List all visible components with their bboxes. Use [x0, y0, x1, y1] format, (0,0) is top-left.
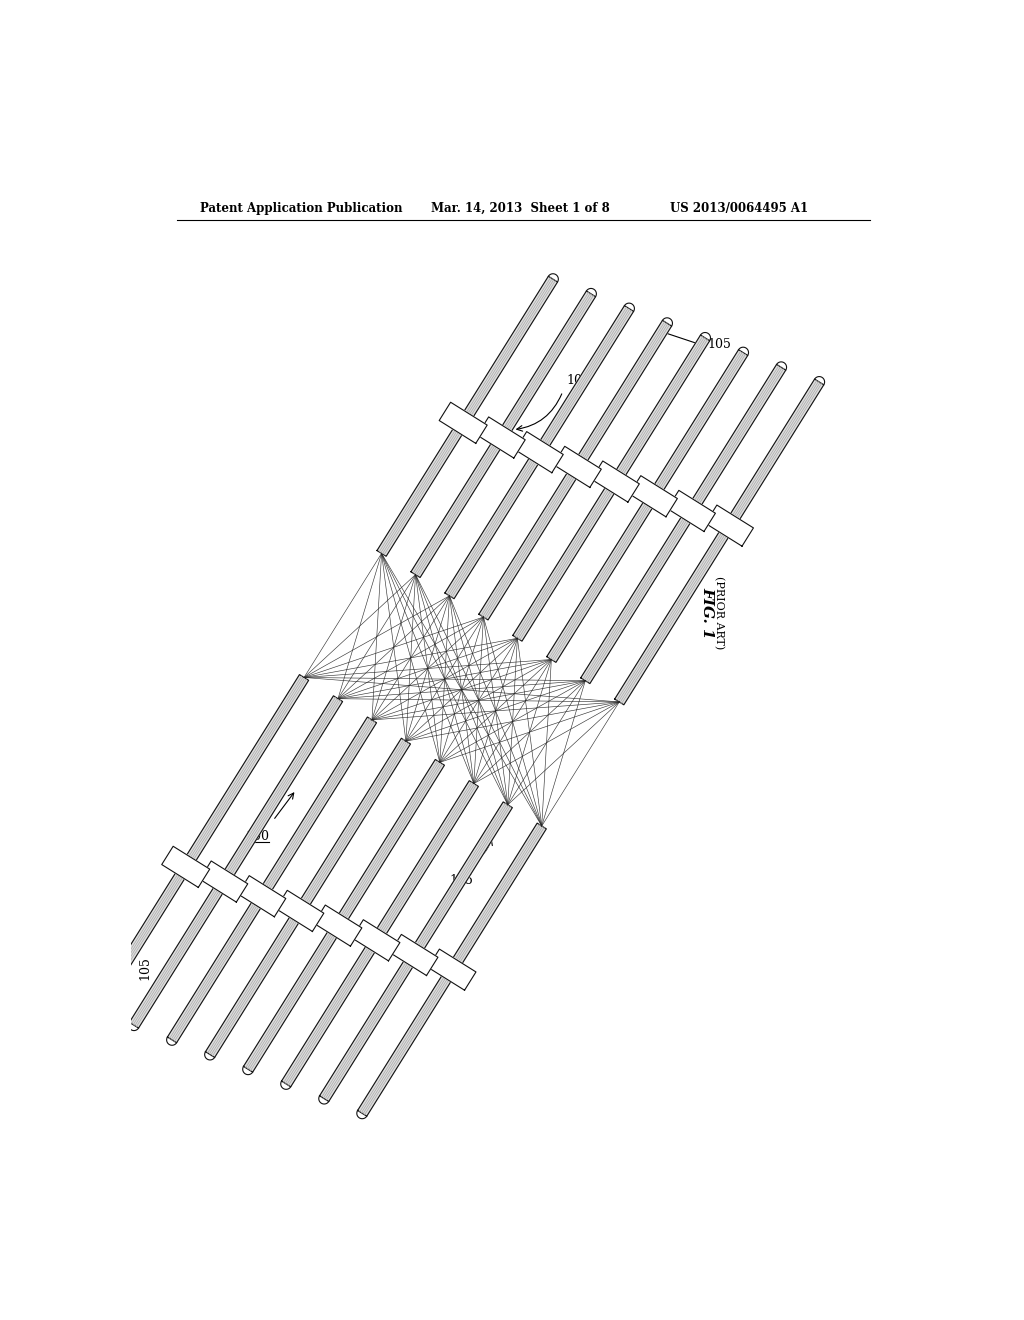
- Polygon shape: [668, 490, 716, 532]
- Polygon shape: [352, 920, 400, 961]
- Text: FIG. 1: FIG. 1: [700, 587, 715, 639]
- Polygon shape: [479, 465, 582, 620]
- Polygon shape: [610, 335, 710, 484]
- Polygon shape: [129, 879, 228, 1028]
- Polygon shape: [513, 479, 620, 642]
- Polygon shape: [162, 846, 210, 887]
- Text: 105: 105: [138, 956, 152, 979]
- Polygon shape: [377, 420, 468, 556]
- Polygon shape: [410, 803, 512, 958]
- Text: 100: 100: [246, 829, 269, 842]
- Polygon shape: [282, 937, 381, 1086]
- Polygon shape: [295, 738, 411, 913]
- Text: Patent Application Publication: Patent Application Publication: [200, 202, 402, 215]
- Text: 105: 105: [566, 375, 591, 388]
- Polygon shape: [459, 276, 557, 425]
- Polygon shape: [572, 321, 672, 470]
- Polygon shape: [447, 824, 547, 973]
- Polygon shape: [91, 865, 190, 1014]
- Text: (PRIOR ART): (PRIOR ART): [714, 576, 725, 649]
- Polygon shape: [630, 475, 677, 517]
- Polygon shape: [687, 364, 785, 513]
- Polygon shape: [319, 952, 419, 1101]
- Polygon shape: [238, 875, 286, 917]
- Polygon shape: [515, 432, 563, 473]
- Text: Mar. 14, 2013  Sheet 1 of 8: Mar. 14, 2013 Sheet 1 of 8: [431, 202, 609, 215]
- Polygon shape: [390, 935, 438, 975]
- Polygon shape: [333, 759, 444, 928]
- Polygon shape: [547, 494, 658, 663]
- Polygon shape: [411, 434, 506, 577]
- Polygon shape: [477, 417, 525, 458]
- Polygon shape: [244, 923, 342, 1072]
- Polygon shape: [614, 523, 734, 705]
- Polygon shape: [535, 306, 634, 455]
- Polygon shape: [439, 403, 487, 444]
- Polygon shape: [428, 949, 476, 990]
- Text: 105: 105: [450, 874, 473, 887]
- Polygon shape: [257, 717, 377, 899]
- Polygon shape: [706, 506, 754, 546]
- Polygon shape: [181, 675, 308, 870]
- Text: 105: 105: [708, 338, 731, 351]
- Polygon shape: [168, 894, 266, 1043]
- Polygon shape: [649, 350, 748, 499]
- Polygon shape: [200, 861, 248, 902]
- Polygon shape: [357, 966, 457, 1117]
- Polygon shape: [581, 508, 696, 684]
- Polygon shape: [553, 446, 601, 487]
- Polygon shape: [219, 696, 343, 884]
- Polygon shape: [372, 780, 478, 942]
- Polygon shape: [206, 908, 304, 1057]
- Polygon shape: [314, 906, 361, 946]
- Polygon shape: [591, 461, 639, 502]
- Polygon shape: [497, 290, 596, 441]
- Polygon shape: [275, 890, 324, 932]
- Polygon shape: [444, 449, 544, 599]
- Polygon shape: [725, 379, 823, 528]
- Text: US 2013/0064495 A1: US 2013/0064495 A1: [670, 202, 808, 215]
